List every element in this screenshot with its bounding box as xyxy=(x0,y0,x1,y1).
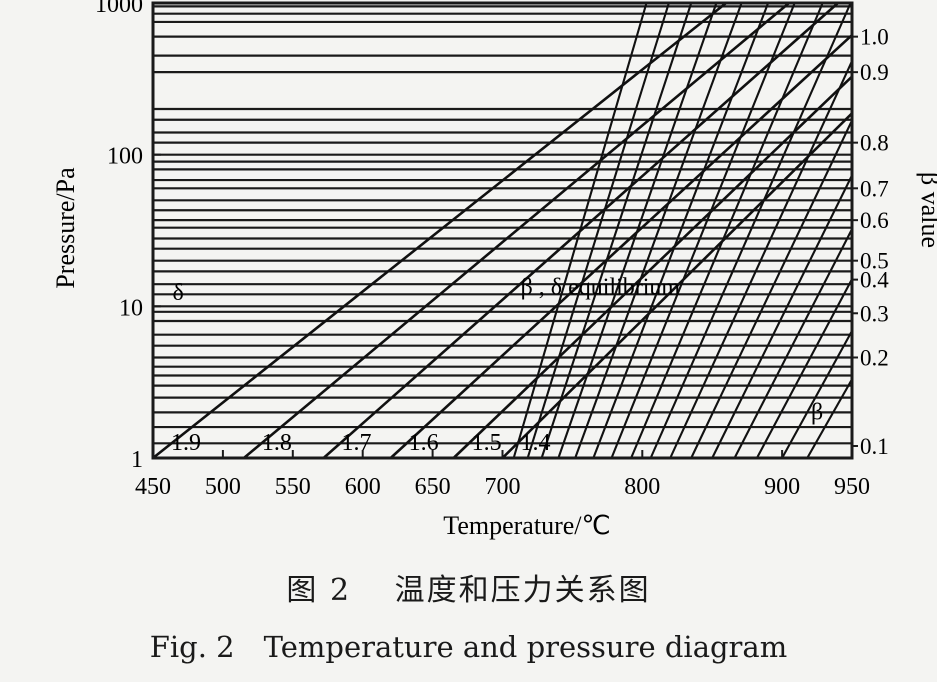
steep-line xyxy=(806,378,853,459)
series-label: 1.6 xyxy=(409,430,439,456)
right-axis-label: β value xyxy=(916,172,937,248)
x-tick-label: 600 xyxy=(345,474,381,500)
beta-value-label: 0.2 xyxy=(860,345,889,370)
series-line xyxy=(152,1,727,460)
steep-line xyxy=(574,2,743,459)
beta-value-label: 1.0 xyxy=(860,25,889,50)
isobar-lines xyxy=(153,5,852,445)
x-tick-label: 450 xyxy=(135,474,171,500)
series-label: 1.8 xyxy=(262,430,292,456)
beta-value-label: 0.7 xyxy=(860,176,889,201)
series-line xyxy=(389,34,853,459)
series-line xyxy=(452,75,853,459)
series-label: 1.5 xyxy=(472,430,502,456)
steep-line xyxy=(526,2,670,459)
x-tick-label: 500 xyxy=(205,474,241,500)
y-axis-label: Pressure/Pa xyxy=(51,167,80,289)
steep-line xyxy=(711,174,853,459)
diagonal-lines xyxy=(152,1,853,460)
y-tick-label: 10 xyxy=(119,295,143,321)
x-tick-label: 900 xyxy=(764,474,800,500)
steep-lines xyxy=(512,2,853,459)
steep-line xyxy=(756,278,853,459)
series-label: 1.4 xyxy=(521,430,551,456)
beta-value-label: 0.9 xyxy=(860,60,889,85)
steep-line xyxy=(512,2,648,459)
beta-value-label: 0.1 xyxy=(860,434,889,459)
beta-value-label: 0.8 xyxy=(860,131,889,156)
steep-line xyxy=(781,330,853,459)
series-label: 1.9 xyxy=(171,430,201,456)
annotation: β xyxy=(811,399,823,425)
y-tick-label: 1000 xyxy=(95,0,143,18)
steep-line xyxy=(733,228,853,459)
y-tick-label: 100 xyxy=(107,144,143,170)
x-tick-label: 800 xyxy=(624,474,660,500)
x-tick-label: 550 xyxy=(275,474,311,500)
steep-line xyxy=(557,2,718,459)
beta-value-label: 0.6 xyxy=(860,208,889,233)
x-tick-label: 700 xyxy=(485,474,521,500)
series-line xyxy=(243,2,790,459)
x-axis-label: Temperature/℃ xyxy=(443,511,610,540)
figure-caption-english: Fig. 2 Temperature and pressure diagram xyxy=(149,630,788,664)
pressure-temperature-chart: 450 500 550 600 650 700 800 900 950 1 10 100 1000 1.0… xyxy=(51,0,937,540)
y-tick-label: 1 xyxy=(131,447,143,473)
steep-line xyxy=(592,2,770,459)
x-tick-label: 650 xyxy=(415,474,451,500)
steep-line xyxy=(669,60,853,459)
series-label: 1.7 xyxy=(342,430,372,456)
annotation: δ xyxy=(173,280,184,306)
axis-ticks: 450 500 550 600 650 700 800 900 950 1 10 100 1000 1.0… xyxy=(95,0,889,500)
beta-value-label: 0.3 xyxy=(860,301,889,326)
beta-value-label: 0.5 xyxy=(860,249,889,274)
steep-line xyxy=(610,2,796,459)
steep-line xyxy=(540,2,693,459)
figure-caption-chinese: 图 2 温度和压力关系图 xyxy=(286,573,651,608)
steep-line xyxy=(690,119,853,459)
steep-line xyxy=(649,2,852,459)
annotation: β , δ equilibrium xyxy=(521,274,681,300)
x-tick-label: 950 xyxy=(834,474,870,500)
beta-value-label: 0.4 xyxy=(860,268,889,293)
steep-line xyxy=(630,2,824,459)
chart-labels: 1.9 1.8 1.7 1.6 1.5 1.4 δ β , δ equilibrium β xyxy=(171,274,823,456)
